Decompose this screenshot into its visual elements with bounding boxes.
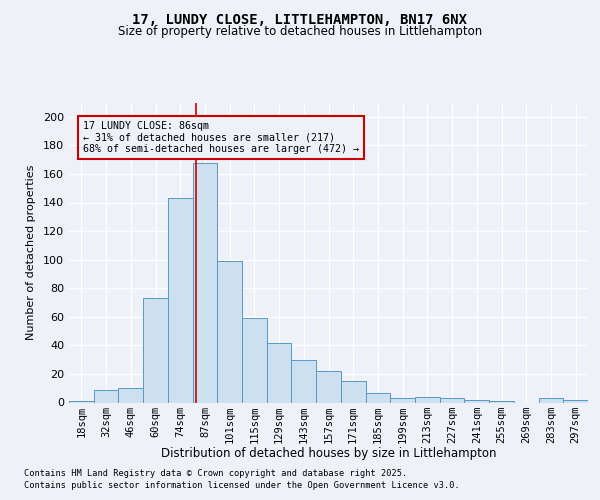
Bar: [341, 381, 365, 402]
Bar: [267, 342, 292, 402]
Bar: [69, 401, 94, 402]
Bar: [390, 398, 415, 402]
Bar: [316, 371, 341, 402]
Text: 17 LUNDY CLOSE: 86sqm
← 31% of detached houses are smaller (217)
68% of semi-det: 17 LUNDY CLOSE: 86sqm ← 31% of detached …: [83, 121, 359, 154]
Y-axis label: Number of detached properties: Number of detached properties: [26, 165, 36, 340]
Bar: [415, 397, 440, 402]
Bar: [489, 401, 514, 402]
Bar: [440, 398, 464, 402]
Bar: [143, 298, 168, 403]
Text: Contains HM Land Registry data © Crown copyright and database right 2025.: Contains HM Land Registry data © Crown c…: [24, 469, 407, 478]
Bar: [242, 318, 267, 402]
Bar: [365, 392, 390, 402]
Text: Distribution of detached houses by size in Littlehampton: Distribution of detached houses by size …: [161, 448, 497, 460]
Bar: [217, 261, 242, 402]
Text: Contains public sector information licensed under the Open Government Licence v3: Contains public sector information licen…: [24, 481, 460, 490]
Text: 17, LUNDY CLOSE, LITTLEHAMPTON, BN17 6NX: 17, LUNDY CLOSE, LITTLEHAMPTON, BN17 6NX: [133, 12, 467, 26]
Bar: [193, 162, 217, 402]
Bar: [464, 400, 489, 402]
Bar: [563, 400, 588, 402]
Text: Size of property relative to detached houses in Littlehampton: Size of property relative to detached ho…: [118, 25, 482, 38]
Bar: [94, 390, 118, 402]
Bar: [539, 398, 563, 402]
Bar: [118, 388, 143, 402]
Bar: [292, 360, 316, 403]
Bar: [168, 198, 193, 402]
